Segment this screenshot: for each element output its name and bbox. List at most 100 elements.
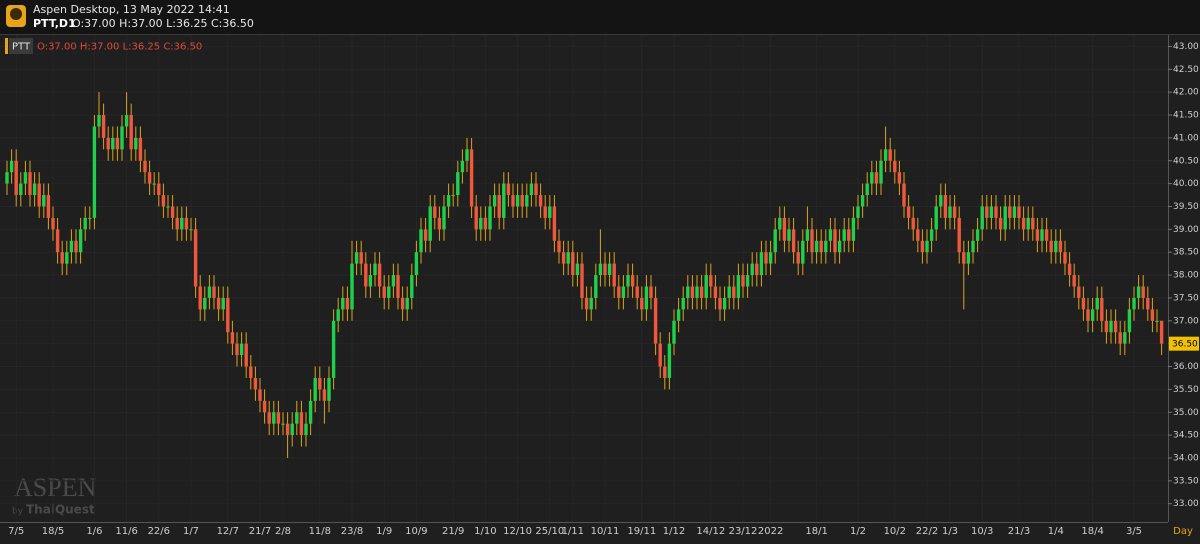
- candle-body: [423, 229, 428, 241]
- candle-body: [308, 400, 313, 424]
- y-tick-label: 40.00: [1173, 179, 1199, 189]
- candle-body: [442, 206, 446, 230]
- x-tick-label: 25/10: [535, 526, 564, 537]
- candle-body: [552, 206, 557, 241]
- candle-body: [129, 115, 133, 150]
- candle-body: [727, 286, 731, 298]
- candle-body: [1026, 217, 1030, 230]
- candle-body: [373, 263, 377, 276]
- candle-body: [998, 217, 1003, 230]
- candle-body: [718, 297, 722, 310]
- candle-body: [354, 252, 359, 264]
- x-tick-label: 1/11: [562, 526, 584, 537]
- y-tick-label: 42.50: [1173, 65, 1199, 75]
- candle-body: [658, 343, 662, 367]
- candle-body: [258, 389, 262, 401]
- candle-body: [166, 206, 170, 208]
- candle-body: [170, 206, 175, 218]
- x-tick-label: 1/10: [474, 526, 496, 537]
- candle-body: [732, 286, 736, 298]
- candle-body: [492, 195, 497, 207]
- candle-body: [966, 252, 971, 264]
- candle-body: [69, 240, 74, 253]
- candle-body: [543, 206, 547, 218]
- y-tick-label: 33.50: [1173, 476, 1199, 486]
- candle-body: [948, 206, 952, 218]
- candle-body: [460, 160, 465, 173]
- candle-body: [538, 195, 543, 207]
- legend-ohlc: O:37.00 H:37.00 L:36.25 C:36.50: [37, 42, 202, 53]
- candle-body: [1040, 229, 1044, 241]
- y-tick-label: 35.50: [1173, 385, 1199, 395]
- candle-body: [497, 195, 501, 218]
- candle-body: [975, 229, 980, 241]
- candle-body: [28, 172, 32, 196]
- candle-body: [216, 297, 221, 310]
- candle-body: [1159, 320, 1164, 344]
- candle-body: [672, 320, 676, 344]
- last-price-label: 36.50: [1172, 340, 1198, 350]
- candle-body: [267, 412, 271, 424]
- candle-body: [686, 286, 690, 298]
- candle-body: [750, 263, 754, 276]
- candle-body: [157, 183, 161, 196]
- candle-body: [235, 343, 239, 356]
- candle-body: [1113, 320, 1118, 333]
- candle-body: [304, 423, 308, 436]
- x-tick-label: 10/11: [591, 526, 620, 537]
- x-tick-label: 1/4: [1048, 526, 1064, 537]
- candle-body: [474, 206, 478, 230]
- candle-body: [667, 343, 672, 378]
- candle-body: [837, 240, 842, 253]
- candle-body: [249, 366, 253, 378]
- candle-body: [469, 149, 474, 207]
- candle-body: [253, 377, 258, 390]
- candle-body: [989, 206, 994, 218]
- candle-body: [115, 137, 120, 150]
- candle-body: [88, 217, 92, 219]
- candle-body: [1123, 332, 1127, 344]
- candle-body: [456, 172, 460, 196]
- candle-body: [870, 172, 874, 184]
- x-tick-label: 10/3: [971, 526, 993, 537]
- candle-body: [782, 217, 787, 241]
- candle-body: [60, 252, 64, 264]
- candle-body: [575, 263, 580, 276]
- candle-body: [699, 286, 704, 298]
- candle-body: [842, 229, 846, 241]
- y-tick-label: 39.00: [1173, 225, 1199, 235]
- candle-body: [594, 275, 598, 298]
- candle-body: [1150, 309, 1155, 321]
- legend-box[interactable]: [9, 38, 33, 54]
- candle-body: [345, 297, 350, 310]
- candle-body: [1155, 320, 1159, 322]
- plot-area: [0, 35, 1168, 522]
- candle-body: [46, 195, 51, 218]
- candle-body: [483, 217, 488, 230]
- candle-body: [589, 297, 593, 310]
- candle-body: [281, 423, 285, 425]
- x-tick-label: 12/10: [503, 526, 532, 537]
- candle-body: [764, 252, 768, 264]
- x-tick-label: 12/7: [217, 526, 239, 537]
- candle-body: [1077, 286, 1081, 298]
- x-tick-label: 21/7: [249, 526, 271, 537]
- candle-body: [198, 286, 202, 310]
- candle-body: [612, 263, 616, 287]
- candle-body: [566, 252, 570, 264]
- candle-body: [883, 149, 888, 161]
- candle-body: [847, 229, 851, 241]
- candle-body: [1095, 297, 1099, 310]
- candle-body: [598, 263, 603, 276]
- candle-body: [971, 240, 975, 253]
- candle-body: [120, 126, 124, 150]
- title-bar: [0, 0, 1200, 34]
- candle-body: [640, 297, 644, 310]
- candle-body: [1141, 286, 1145, 298]
- period-label[interactable]: Day: [1173, 526, 1193, 537]
- candle-body: [897, 172, 902, 184]
- candle-body: [681, 297, 685, 310]
- y-tick-label: 36.00: [1173, 362, 1199, 372]
- candle-body: [1012, 206, 1017, 218]
